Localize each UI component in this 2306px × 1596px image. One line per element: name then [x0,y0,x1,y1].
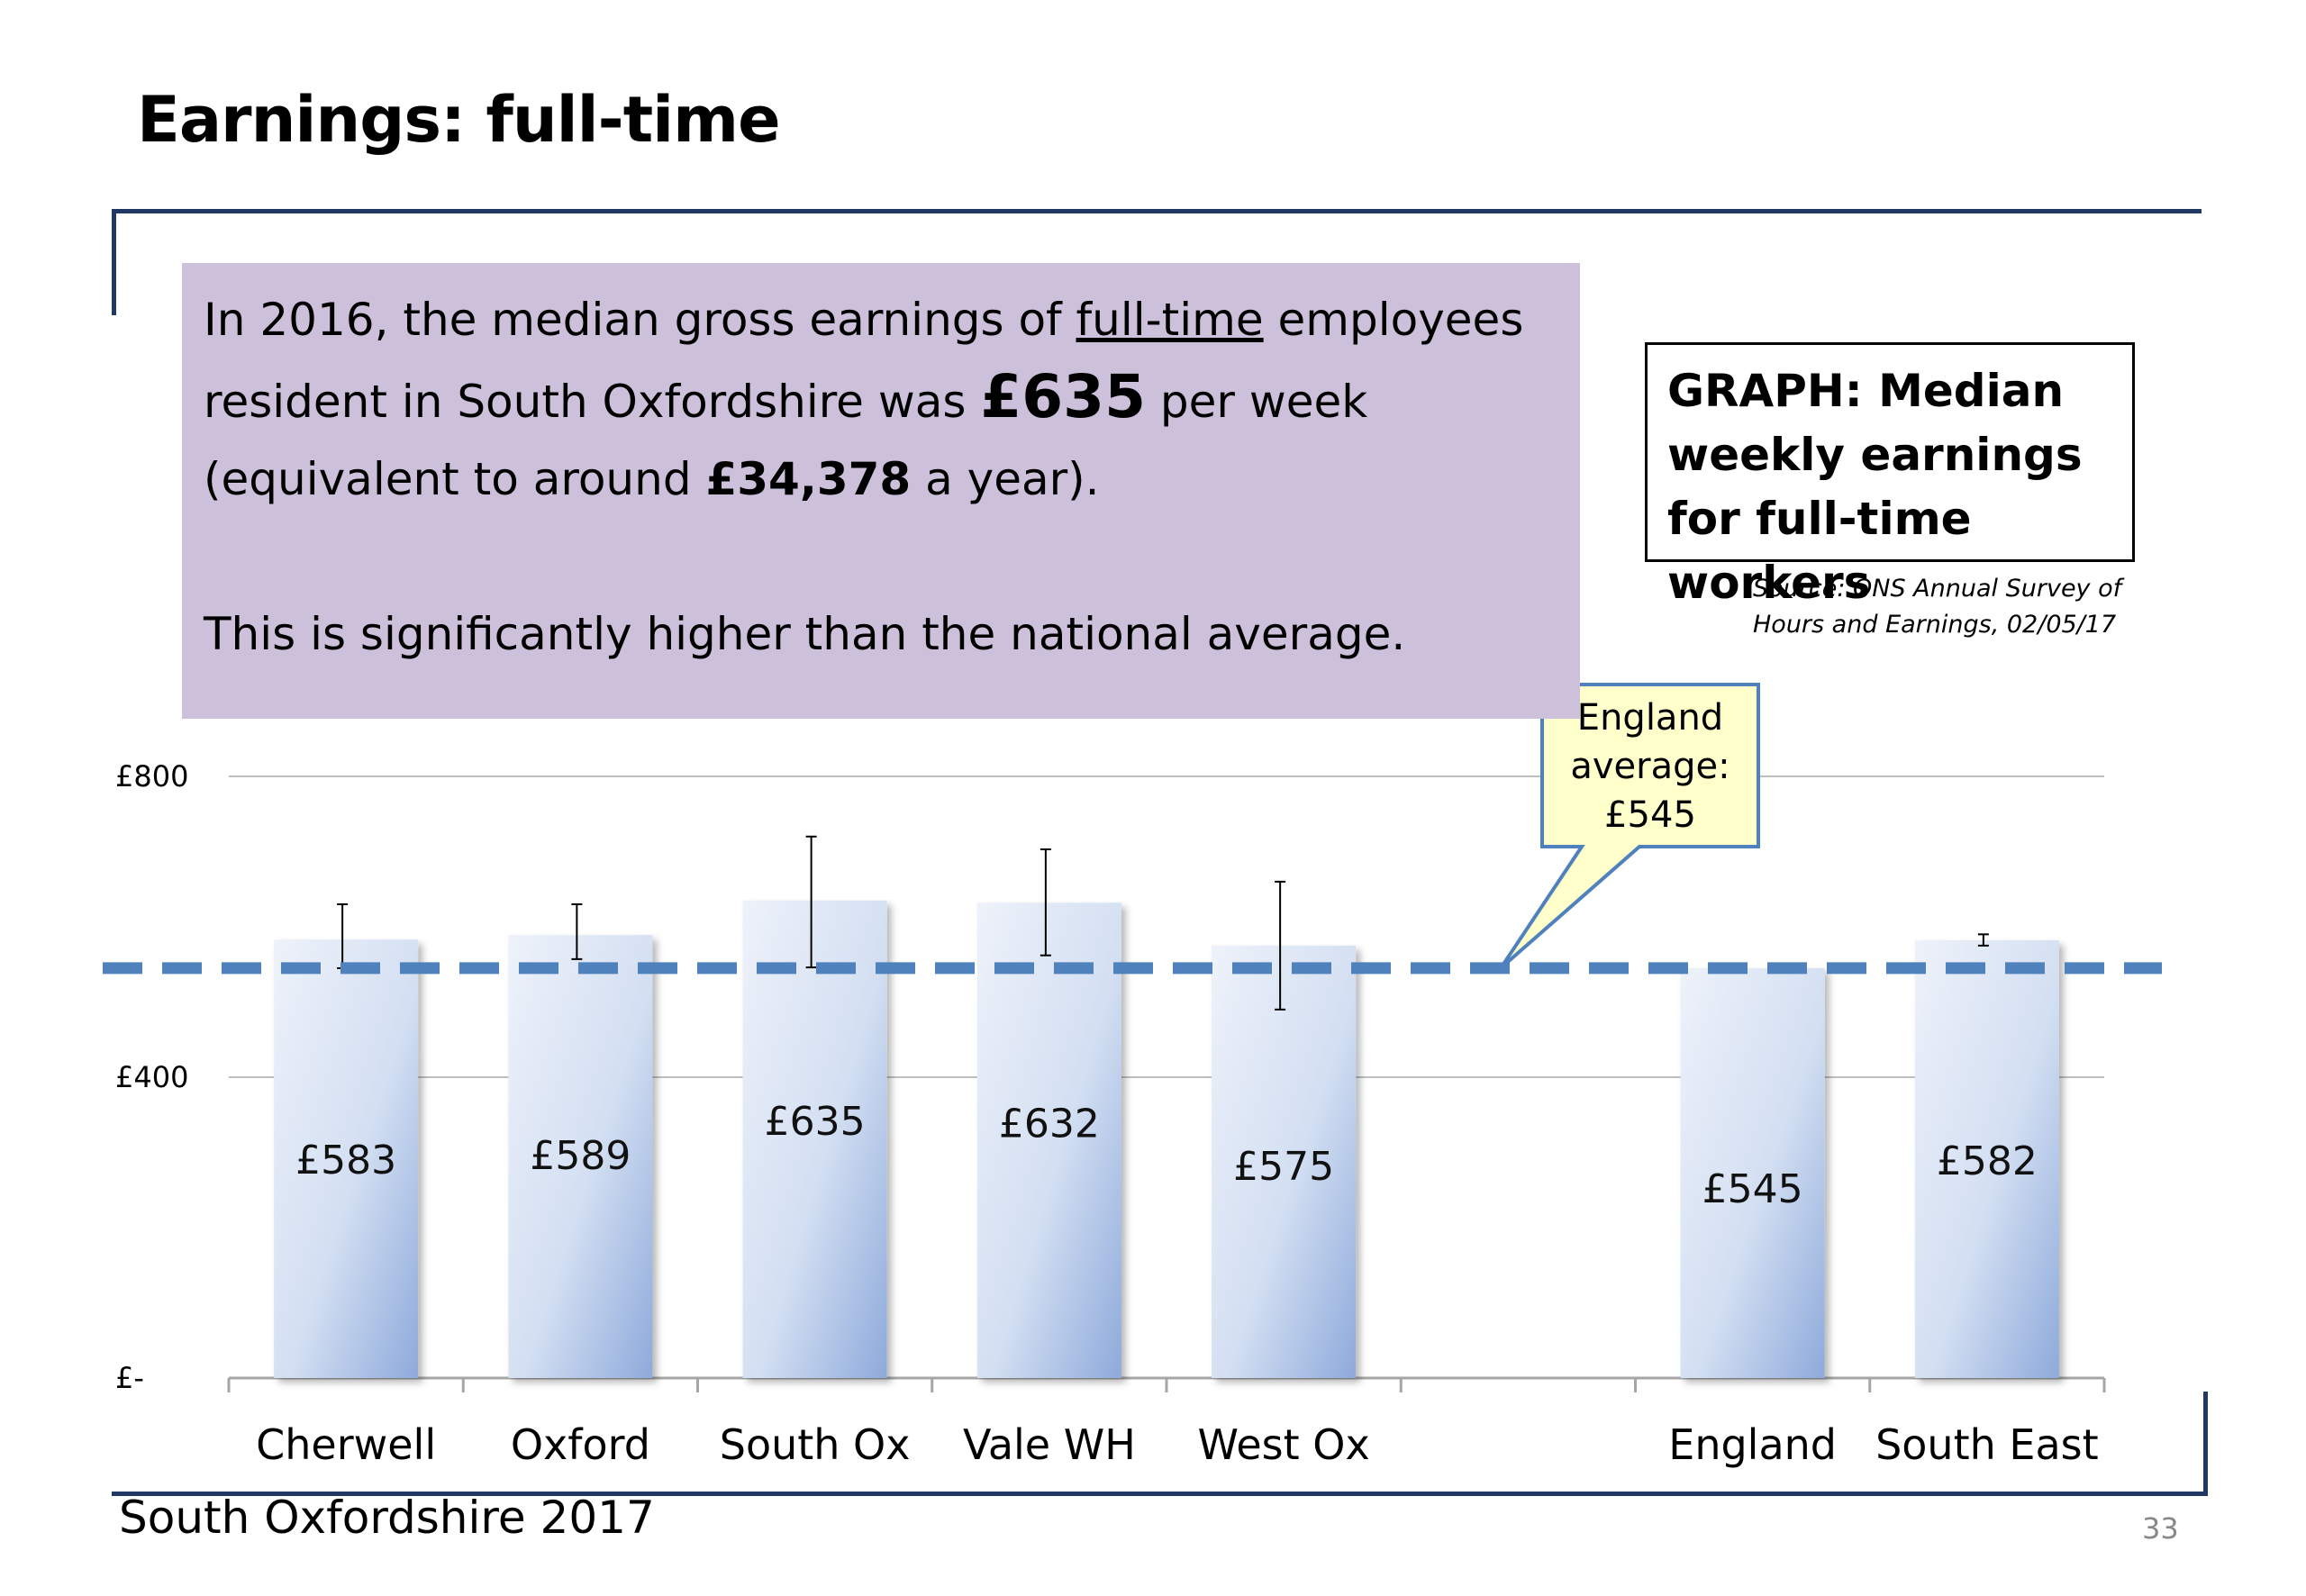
graph-label-box: GRAPH: Median weekly earnings for full-t… [1645,342,2135,609]
bar [1212,945,1357,1378]
bar [1914,940,2059,1378]
frame-top-border [112,209,2202,213]
y-tick-label: £800 [115,759,188,793]
source-note: Source: ONS Annual Survey of Hours and E… [1753,575,2122,639]
summary-paragraph-1: In 2016, the median gross earnings of fu… [204,294,1524,505]
slide-title: Earnings: full-time [137,83,781,157]
category-label: England [1668,1420,1837,1469]
callout-shape [1499,683,1760,970]
bar [976,902,1121,1378]
frame-left-border [112,209,116,315]
y-tick-label: £400 [115,1060,188,1094]
summary-box: In 2016, the median gross earnings of fu… [182,263,1580,719]
category-label: Oxford [511,1420,650,1469]
category-label: West Ox [1198,1420,1370,1469]
bar [274,939,419,1378]
bar-value-label: £583 [295,1138,396,1183]
bar-value-label: £545 [1702,1166,1803,1212]
bar [1680,967,1825,1378]
chart-labels: £- £400 £800 £583 Cherwell £589 Oxford £635 Sout… [115,759,2099,1469]
bar-value-label: £575 [1233,1144,1334,1190]
page-number: 33 [2142,1511,2179,1546]
category-label: Cherwell [256,1420,436,1469]
category-label: South Ox [720,1420,911,1469]
callout-text-line: average: [1570,746,1730,787]
frame-bottom-border [112,1492,2208,1496]
yearly-earnings-value: £34,378 [705,453,912,505]
bar [508,935,653,1378]
chart-bars [274,900,2059,1378]
summary-paragraph-2: This is significantly higher than the na… [204,608,1406,660]
bar-value-label: £635 [765,1099,866,1145]
callout-text-line: England [1577,697,1723,739]
callout-text-line: £545 [1604,794,1696,836]
weekly-earnings-value: £635 [980,362,1147,431]
bar-value-label: £589 [530,1133,631,1179]
full-time-emphasis: full-time [1076,294,1264,346]
footer-text: South Oxfordshire 2017 [119,1492,655,1544]
y-tick-label: £- [115,1361,144,1395]
category-label: Vale WH [963,1420,1136,1469]
frame-right-border [2203,1392,2208,1496]
bar-value-label: £632 [999,1101,1100,1147]
category-label: South East [1875,1420,2099,1469]
bar [742,900,887,1378]
bar-value-label: £582 [1937,1138,2038,1184]
england-average-callout: England average: £545 [1499,683,1760,970]
